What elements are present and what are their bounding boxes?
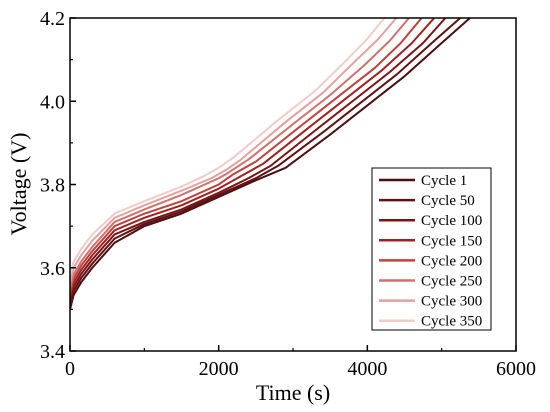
x-tick-label: 0 bbox=[65, 358, 75, 380]
x-tick-label: 6000 bbox=[496, 358, 536, 380]
legend-label: Cycle 200 bbox=[421, 253, 482, 269]
y-tick-label: 3.4 bbox=[40, 341, 65, 363]
y-axis-label: Voltage (V) bbox=[6, 133, 31, 236]
legend-items: Cycle 1 Cycle 50 Cycle 100 Cycle 150 Cycle 2… bbox=[379, 173, 482, 330]
plot-lines bbox=[70, 18, 471, 310]
series-line-2 bbox=[70, 18, 461, 306]
legend-label: Cycle 1 bbox=[421, 173, 467, 189]
y-tick-label: 3.6 bbox=[40, 258, 65, 280]
x-tick-label: 4000 bbox=[347, 358, 387, 380]
legend-label: Cycle 250 bbox=[421, 274, 482, 290]
y-tick-label: 4.2 bbox=[40, 8, 65, 30]
legend: Cycle 1 Cycle 50 Cycle 100 Cycle 150 Cycle 2… bbox=[371, 167, 492, 331]
x-tick-label: 2000 bbox=[199, 358, 239, 380]
series-line-7 bbox=[70, 18, 398, 283]
legend-label: Cycle 350 bbox=[421, 314, 482, 330]
series-line-6 bbox=[70, 18, 410, 289]
y-tick-label: 3.8 bbox=[40, 175, 65, 197]
series-line-1 bbox=[70, 18, 471, 310]
x-ticks: 0 2000 4000 6000 bbox=[65, 345, 536, 380]
x-axis-label: Time (s) bbox=[256, 380, 330, 405]
legend-box bbox=[371, 167, 492, 331]
series-line-4 bbox=[70, 18, 435, 298]
series-line-8 bbox=[70, 18, 386, 277]
y-tick-label: 4.0 bbox=[40, 91, 65, 113]
legend-label: Cycle 300 bbox=[421, 294, 482, 310]
y-ticks: 3.4 3.6 3.8 4.0 4.2 bbox=[40, 8, 76, 363]
series-line-5 bbox=[70, 18, 423, 293]
legend-label: Cycle 150 bbox=[421, 233, 482, 249]
series-line-3 bbox=[70, 18, 447, 302]
legend-label: Cycle 100 bbox=[421, 213, 482, 229]
legend-label: Cycle 50 bbox=[421, 193, 475, 209]
